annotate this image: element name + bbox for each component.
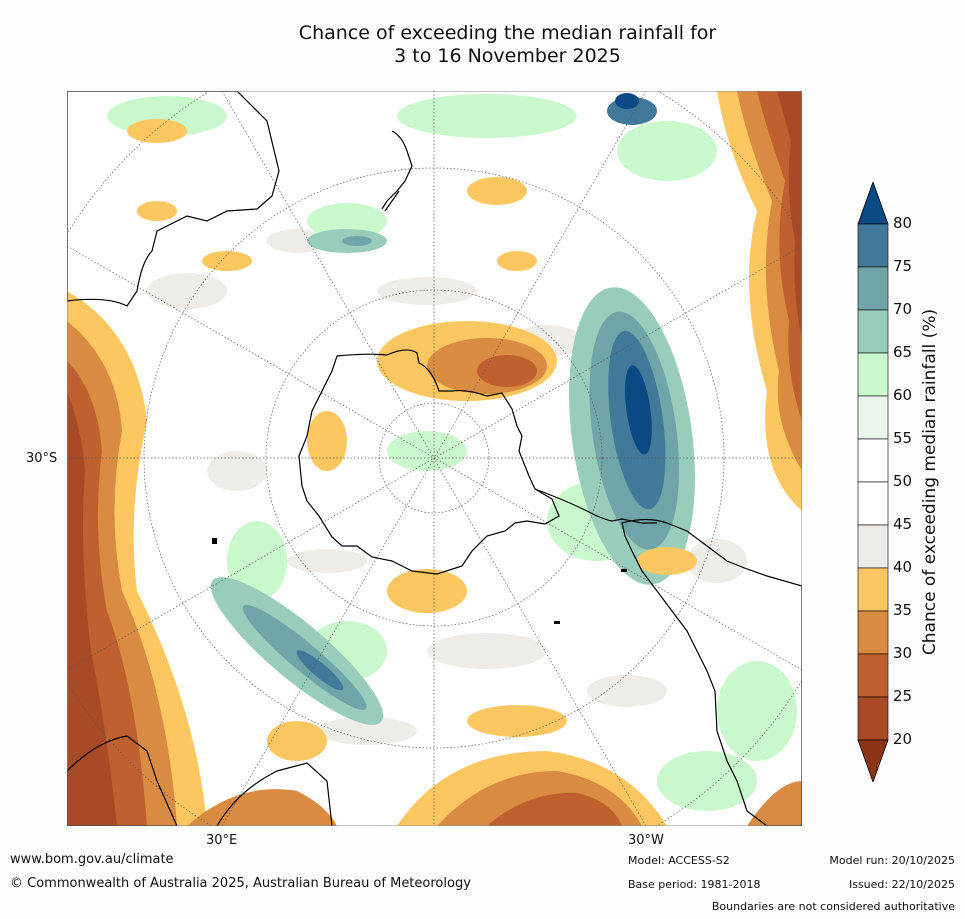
colorbar [857,182,889,782]
model-run: Model run: 20/10/2025 [829,854,955,867]
colorbar-segment [857,266,889,311]
colorbar-tick-label: 40 [893,558,913,576]
colorbar-tick-label: 50 [893,472,913,490]
colorbar-segment [857,395,889,440]
base-period: Base period: 1981-2018 [628,878,761,891]
colorbar-tick-label: 45 [893,515,913,533]
colorbar-segment [857,610,889,655]
colorbar-segment [857,567,889,612]
title-line-1: Chance of exceeding the median rainfall … [298,22,717,44]
colorbar-segment [857,438,889,483]
colorbar-tick-label: 70 [893,300,913,318]
colorbar-tick-label: 80 [893,214,913,232]
colorbar-tick-label: 60 [893,386,913,404]
colorbar-tick-label: 20 [893,730,913,748]
colorbar-extend-bottom [857,739,889,782]
map-title: Chance of exceeding the median rainfall … [0,22,965,68]
colorbar-label: Chance of exceeding median rainfall (%) [920,308,940,656]
colorbar-segment [857,352,889,397]
colorbar-tick-label: 75 [893,257,913,275]
title-line-2: 3 to 16 November 2025 [394,45,621,67]
colorbar-tick-label: 65 [893,343,913,361]
latitude-label: 30°S [26,451,58,466]
colorbar-tick-label: 35 [893,601,913,619]
colorbar-extend-top [857,182,889,225]
colorbar-segment [857,696,889,741]
longitude-label-east: 30°E [206,833,238,848]
rainfall-map [67,91,802,826]
colorbar-segment [857,524,889,569]
footer-url: www.bom.gov.au/climate [10,852,174,867]
colorbar-segment [857,309,889,354]
issued-date: Issued: 22/10/2025 [848,878,955,891]
model-name: Model: ACCESS-S2 [628,854,730,867]
colorbar-segment [857,653,889,698]
boundary-disclaimer: Boundaries are not considered authoritat… [711,900,955,913]
colorbar-segment [857,481,889,526]
longitude-label-west: 30°W [628,833,664,848]
colorbar-tick-label: 55 [893,429,913,447]
footer-copyright: © Commonwealth of Australia 2025, Austra… [10,876,471,891]
colorbar-tick-label: 30 [893,644,913,662]
colorbar-segment [857,223,889,268]
colorbar-tick-label: 25 [893,687,913,705]
